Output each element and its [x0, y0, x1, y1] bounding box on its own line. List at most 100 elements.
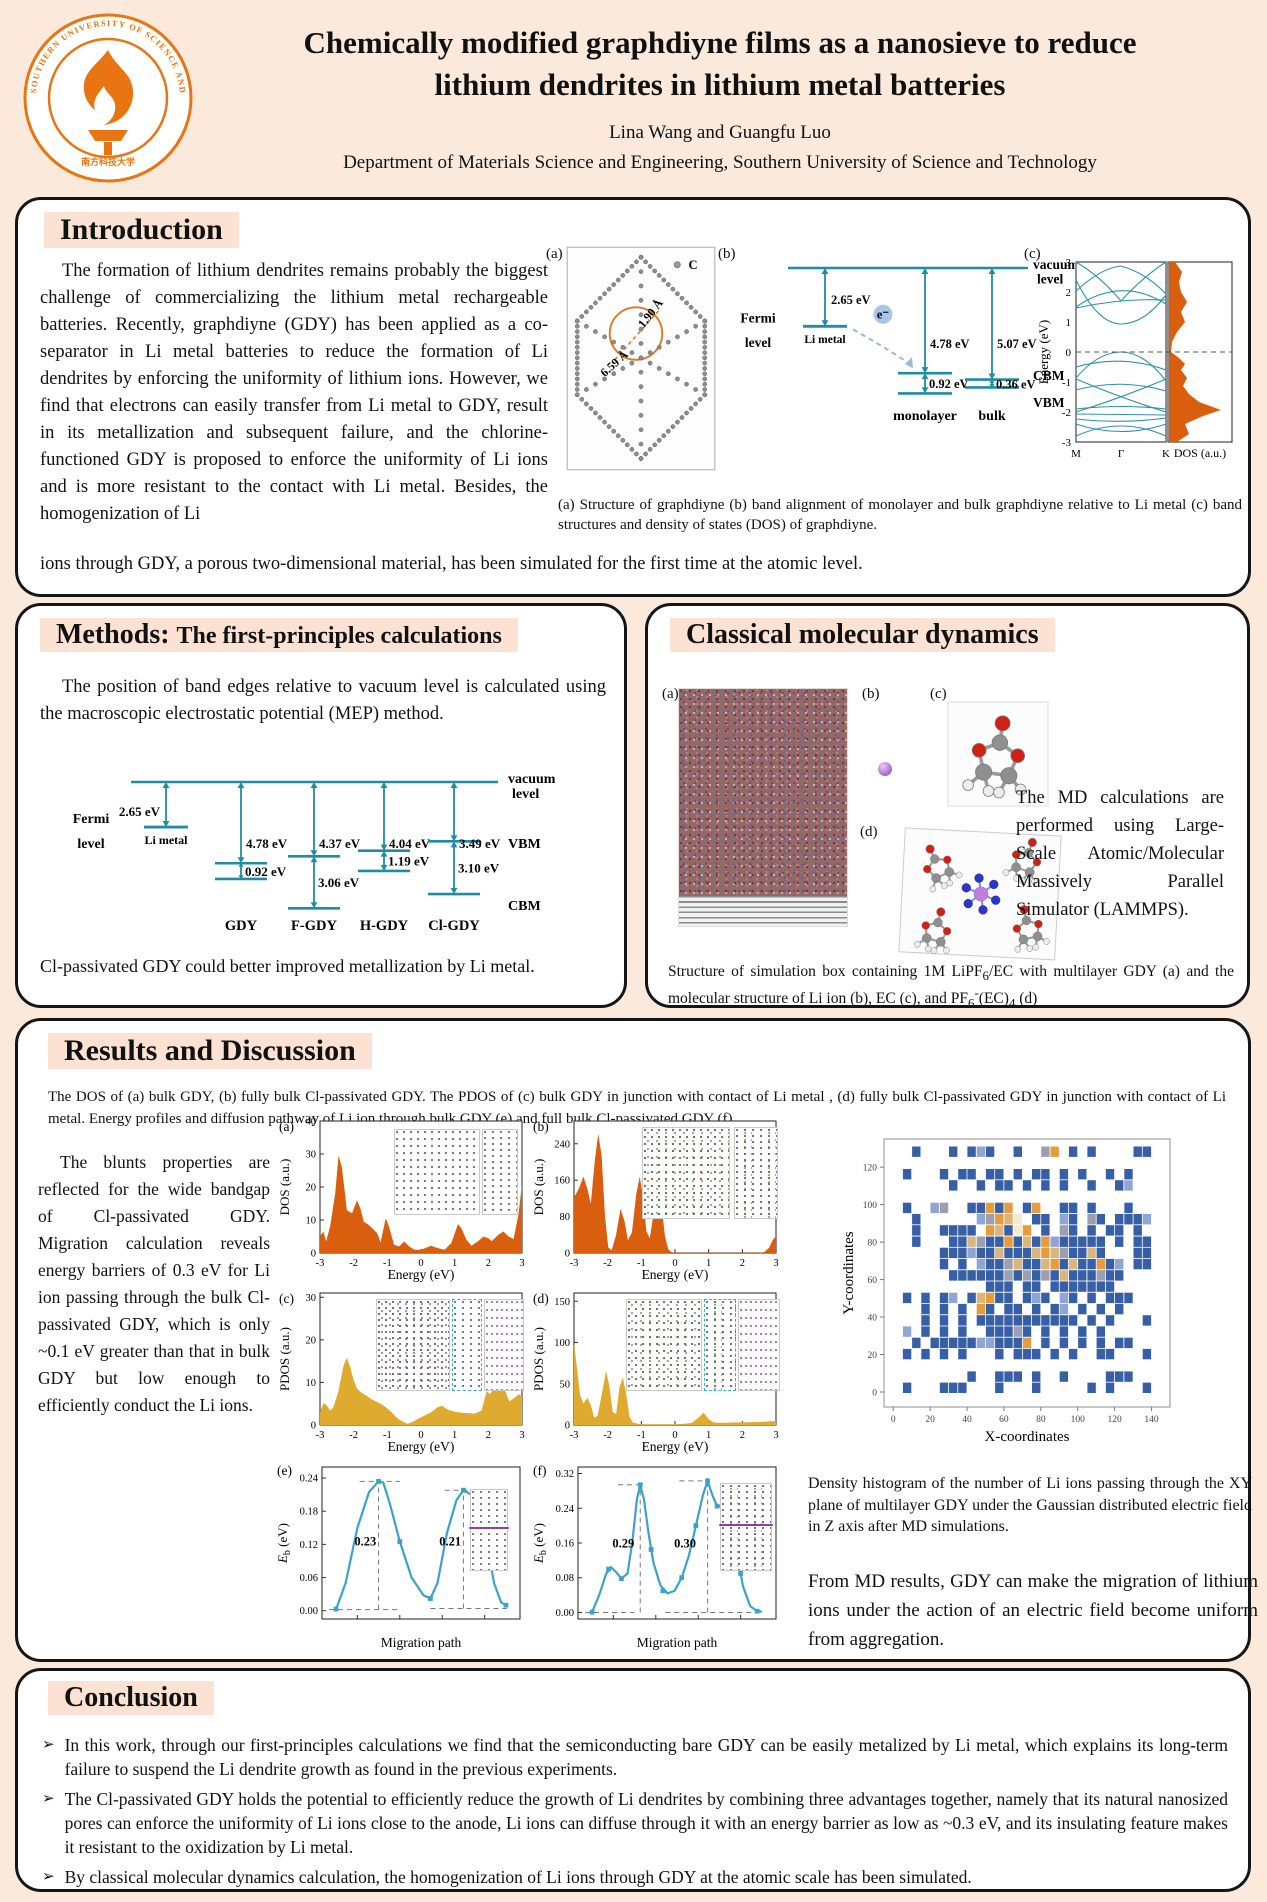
svg-text:20: 20 [306, 1183, 317, 1194]
svg-text:GDY: GDY [225, 918, 258, 934]
svg-text:Energy (eV): Energy (eV) [642, 1267, 709, 1282]
svg-text:-3: -3 [570, 1430, 579, 1441]
svg-text:0.23: 0.23 [354, 1534, 376, 1548]
svg-text:Fermi: Fermi [73, 812, 110, 827]
svg-text:240: 240 [554, 1139, 570, 1150]
conclusion-bullet-3: ➢ By classical molecular dynamics calcula… [42, 1865, 1228, 1889]
svg-text:0.00: 0.00 [556, 1608, 574, 1619]
svg-text:0.32: 0.32 [556, 1469, 574, 1480]
svg-text:M: M [1071, 448, 1081, 460]
conclusion-bullet-2: ➢ The Cl-passivated GDY holds the potenti… [42, 1787, 1228, 1859]
svg-text:1: 1 [452, 1258, 457, 1269]
migration-path-line [719, 1523, 773, 1527]
band-alignment-figure: vacuum level 2.65 eV Fermi level Li metal 4.78… [730, 244, 1079, 433]
svg-text:-1: -1 [637, 1430, 646, 1441]
svg-text:60: 60 [868, 1276, 878, 1286]
svg-text:Cl-GDY: Cl-GDY [428, 918, 480, 934]
methods-heading-sub: The first-principles calculations [176, 623, 502, 649]
svg-text:2: 2 [486, 1430, 491, 1441]
svg-text:100: 100 [554, 1338, 570, 1349]
svg-text:30: 30 [306, 1293, 317, 1304]
svg-text:-1: -1 [637, 1258, 646, 1269]
structure-inset [376, 1299, 450, 1391]
svg-text:140: 140 [1144, 1415, 1159, 1425]
svg-text:150: 150 [554, 1297, 570, 1308]
svg-text:1: 1 [706, 1258, 711, 1269]
svg-text:100: 100 [1071, 1415, 1086, 1425]
logo-flame-icon [83, 50, 134, 125]
svg-text:1: 1 [452, 1430, 457, 1441]
svg-text:(b): (b) [533, 1119, 549, 1134]
svg-text:5.07 eV: 5.07 eV [997, 337, 1037, 351]
results-md-text: From MD results, GDY can make the migrat… [808, 1571, 1258, 1650]
svg-text:PDOS (a.u.): PDOS (a.u.) [277, 1327, 292, 1391]
svg-text:0: 0 [311, 1249, 316, 1260]
svg-text:0.24: 0.24 [300, 1474, 319, 1485]
ec-molecule-figure [942, 698, 1054, 815]
svg-text:2: 2 [1066, 287, 1072, 299]
simulation-box-image [678, 688, 848, 898]
svg-text:2.65 eV: 2.65 eV [119, 804, 161, 819]
svg-text:CBM: CBM [1033, 368, 1065, 383]
ec-molecule-icon [947, 701, 1049, 807]
svg-text:0.06: 0.06 [300, 1573, 318, 1584]
results-caption: The DOS of (a) bulk GDY, (b) fully bulk … [48, 1089, 1226, 1127]
svg-text:40: 40 [962, 1415, 972, 1425]
svg-text:80: 80 [1036, 1415, 1046, 1425]
svg-text:level: level [77, 837, 104, 852]
svg-text:0.92 eV: 0.92 eV [245, 864, 287, 879]
svg-text:2: 2 [740, 1258, 745, 1269]
university-logo: SOUTHERN UNIVERSITY OF SCIENCE AND TECHN… [18, 4, 194, 184]
svg-text:3: 3 [519, 1430, 524, 1441]
svg-text:80: 80 [868, 1239, 878, 1249]
svg-text:160: 160 [554, 1176, 570, 1187]
bullet-text: In this work, through our first-principl… [64, 1735, 1228, 1779]
svg-text:4.37 eV: 4.37 eV [319, 836, 361, 851]
svg-text:Energy (eV): Energy (eV) [388, 1267, 455, 1282]
structure-inset [452, 1299, 482, 1391]
cmd-a-label: (a) [662, 686, 679, 702]
svg-text:DOS (a.u.): DOS (a.u.) [531, 1159, 546, 1216]
intro-figure-caption: (a) Structure of graphdiyne (b) band ali… [558, 497, 1242, 533]
svg-text:0: 0 [891, 1415, 896, 1425]
svg-text:0: 0 [672, 1430, 677, 1441]
conclusion-section: Conclusion ➢ In this work, through our fi… [15, 1668, 1251, 1892]
svg-text:0.92 eV: 0.92 eV [929, 377, 969, 391]
svg-text:0.24: 0.24 [556, 1504, 575, 1515]
dos-profile [1169, 262, 1221, 442]
svg-text:(a): (a) [279, 1119, 294, 1134]
bullet-marker-icon: ➢ [42, 1789, 55, 1807]
pf6-ec4-icon [898, 827, 1062, 961]
svg-text:level: level [512, 787, 539, 802]
svg-text:VBM: VBM [508, 837, 541, 852]
title-line-2: lithium dendrites in lithium metal batte… [434, 66, 1006, 102]
heatmap-caption: Density histogram of the number of Li io… [808, 1475, 1252, 1536]
svg-text:H-GDY: H-GDY [360, 918, 409, 934]
svg-text:DOS (a.u.): DOS (a.u.) [277, 1159, 292, 1216]
svg-text:0.12: 0.12 [300, 1540, 318, 1551]
svg-text:DOS (a.u.): DOS (a.u.) [1174, 446, 1226, 460]
svg-text:(d): (d) [533, 1291, 549, 1306]
svg-text:0.00: 0.00 [300, 1606, 318, 1617]
methods-body: The position of band edges relative to v… [40, 677, 606, 724]
pf6-ec4-figure [886, 826, 1076, 969]
svg-text:20: 20 [925, 1415, 935, 1425]
svg-text:(c): (c) [279, 1291, 294, 1306]
svg-text:PDOS (a.u.): PDOS (a.u.) [531, 1327, 546, 1391]
svg-text:Li metal: Li metal [804, 334, 845, 346]
svg-text:-1: -1 [383, 1258, 392, 1269]
svg-text:Energy (eV): Energy (eV) [1036, 320, 1051, 384]
affiliation: Department of Materials Science and Engi… [343, 152, 1097, 173]
svg-text:0: 0 [565, 1249, 570, 1260]
svg-text:3: 3 [773, 1258, 778, 1269]
svg-text:80: 80 [560, 1212, 571, 1223]
structure-inset [738, 1299, 780, 1391]
svg-text:vacuum: vacuum [1033, 257, 1075, 272]
li-ion-icon [878, 762, 892, 776]
cmd-heading: Classical molecular dynamics [670, 618, 1055, 652]
svg-text:10: 10 [306, 1216, 317, 1227]
pore-circle [608, 306, 664, 361]
svg-text:120: 120 [1108, 1415, 1123, 1425]
svg-text:e⁻: e⁻ [877, 307, 890, 321]
